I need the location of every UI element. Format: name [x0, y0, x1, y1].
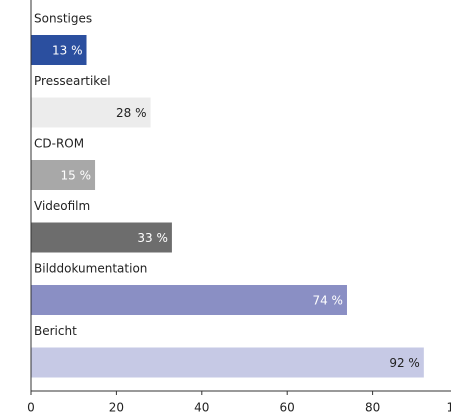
value-label: 74 %: [312, 294, 343, 308]
bar: [31, 160, 96, 190]
value-label: 28 %: [116, 106, 147, 120]
x-tick-label: 20: [109, 401, 124, 415]
category-label: CD-ROM: [34, 137, 84, 151]
bar: [31, 347, 424, 378]
bar: [31, 97, 151, 128]
x-tick-label: 80: [365, 401, 380, 415]
category-label: Presseartikel: [34, 74, 111, 88]
value-label: 92 %: [389, 356, 420, 370]
x-tick-label: 0: [27, 401, 35, 415]
category-label: Videofilm: [34, 199, 90, 213]
value-label: 13 %: [52, 44, 83, 58]
x-tick-label: 100: [447, 401, 451, 415]
category-label: Bilddokumentation: [34, 262, 147, 276]
bar: [31, 285, 347, 315]
value-label: 33 %: [137, 231, 168, 245]
category-label: Bericht: [34, 324, 77, 338]
bar: [31, 35, 87, 65]
category-label: Sonstiges: [34, 12, 92, 26]
x-tick-label: 40: [194, 401, 209, 415]
bar: [31, 222, 172, 253]
x-tick-label: 60: [280, 401, 295, 415]
value-label: 15 %: [61, 169, 92, 183]
